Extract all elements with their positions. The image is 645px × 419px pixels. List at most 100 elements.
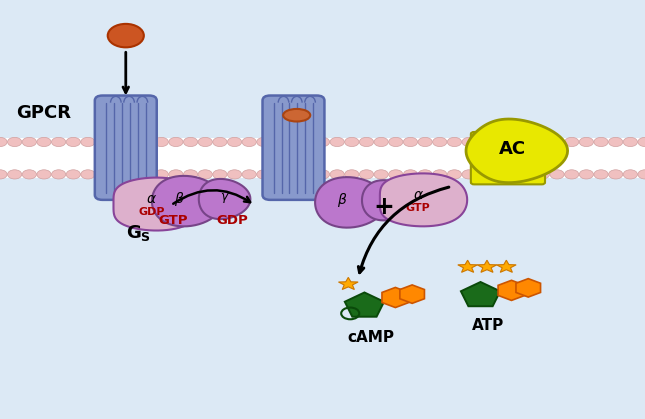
Circle shape xyxy=(448,137,462,147)
Circle shape xyxy=(125,170,139,179)
Circle shape xyxy=(623,170,637,179)
Circle shape xyxy=(301,170,315,179)
Circle shape xyxy=(81,170,95,179)
Circle shape xyxy=(257,170,271,179)
Circle shape xyxy=(579,170,593,179)
Circle shape xyxy=(535,137,550,147)
Circle shape xyxy=(594,170,608,179)
Circle shape xyxy=(242,170,256,179)
Polygon shape xyxy=(466,119,568,183)
Circle shape xyxy=(521,137,535,147)
Circle shape xyxy=(37,170,51,179)
Circle shape xyxy=(22,137,36,147)
Circle shape xyxy=(110,137,124,147)
Polygon shape xyxy=(458,260,477,272)
Polygon shape xyxy=(152,176,223,226)
Text: AC: AC xyxy=(499,140,526,158)
Text: γ: γ xyxy=(383,191,391,205)
Circle shape xyxy=(66,137,81,147)
Circle shape xyxy=(550,137,564,147)
Circle shape xyxy=(110,170,124,179)
Circle shape xyxy=(108,24,144,47)
Circle shape xyxy=(8,170,22,179)
Circle shape xyxy=(22,170,36,179)
Circle shape xyxy=(37,137,51,147)
Circle shape xyxy=(374,170,388,179)
Circle shape xyxy=(418,137,432,147)
Circle shape xyxy=(403,137,417,147)
Circle shape xyxy=(0,170,7,179)
FancyBboxPatch shape xyxy=(95,96,157,200)
Text: GPCR: GPCR xyxy=(16,104,71,122)
Polygon shape xyxy=(497,260,516,272)
Circle shape xyxy=(462,137,476,147)
Polygon shape xyxy=(516,279,541,297)
Circle shape xyxy=(272,137,286,147)
Circle shape xyxy=(242,137,256,147)
Circle shape xyxy=(95,170,110,179)
Circle shape xyxy=(462,170,476,179)
Circle shape xyxy=(609,137,623,147)
Circle shape xyxy=(564,170,579,179)
Circle shape xyxy=(0,137,7,147)
Circle shape xyxy=(286,137,301,147)
Circle shape xyxy=(228,137,242,147)
Circle shape xyxy=(638,170,645,179)
Polygon shape xyxy=(315,177,386,228)
Circle shape xyxy=(95,137,110,147)
Circle shape xyxy=(477,170,491,179)
Text: α: α xyxy=(147,192,156,206)
Text: cAMP: cAMP xyxy=(348,330,394,345)
Circle shape xyxy=(139,170,154,179)
Text: γ: γ xyxy=(220,190,228,204)
Polygon shape xyxy=(461,282,500,306)
Text: $\mathbf{G_S}$: $\mathbf{G_S}$ xyxy=(126,222,151,243)
Text: GTP: GTP xyxy=(406,203,430,213)
Circle shape xyxy=(359,170,373,179)
Polygon shape xyxy=(498,280,525,300)
Circle shape xyxy=(609,170,623,179)
Circle shape xyxy=(506,137,520,147)
Text: α: α xyxy=(413,188,422,202)
Polygon shape xyxy=(382,287,409,308)
Circle shape xyxy=(344,170,359,179)
Circle shape xyxy=(359,137,373,147)
Text: ATP: ATP xyxy=(472,318,504,334)
Circle shape xyxy=(315,170,330,179)
Circle shape xyxy=(228,170,242,179)
Circle shape xyxy=(579,137,593,147)
Circle shape xyxy=(506,170,520,179)
Circle shape xyxy=(315,137,330,147)
Text: GDP: GDP xyxy=(216,214,248,227)
Circle shape xyxy=(389,170,403,179)
Circle shape xyxy=(330,170,344,179)
Polygon shape xyxy=(477,260,497,272)
Circle shape xyxy=(213,170,227,179)
Circle shape xyxy=(52,137,66,147)
Polygon shape xyxy=(345,292,384,317)
Circle shape xyxy=(139,137,154,147)
Ellipse shape xyxy=(283,109,310,122)
Circle shape xyxy=(198,137,212,147)
Circle shape xyxy=(418,170,432,179)
Circle shape xyxy=(433,170,447,179)
Bar xyxy=(0,138,645,178)
Circle shape xyxy=(344,137,359,147)
Circle shape xyxy=(550,170,564,179)
Circle shape xyxy=(198,170,212,179)
Circle shape xyxy=(154,170,168,179)
Circle shape xyxy=(286,170,301,179)
Circle shape xyxy=(477,137,491,147)
Circle shape xyxy=(183,137,197,147)
Circle shape xyxy=(154,137,168,147)
Circle shape xyxy=(491,170,506,179)
Circle shape xyxy=(52,170,66,179)
Circle shape xyxy=(169,170,183,179)
Polygon shape xyxy=(362,180,413,220)
Circle shape xyxy=(491,137,506,147)
Circle shape xyxy=(169,137,183,147)
Polygon shape xyxy=(339,277,358,290)
Circle shape xyxy=(623,137,637,147)
Circle shape xyxy=(66,170,81,179)
Circle shape xyxy=(535,170,550,179)
